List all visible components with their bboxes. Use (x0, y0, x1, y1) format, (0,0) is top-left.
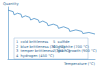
svg-text:7 grain growth (900 °C): 7 grain growth (900 °C) (53, 49, 97, 53)
svg-text:Quantity: Quantity (3, 2, 19, 6)
svg-text:3 temper brittleness (350 °C): 3 temper brittleness (350 °C) (16, 49, 71, 54)
svg-text:5 sulfide: 5 sulfide (53, 40, 70, 44)
svg-text:6 graphite (700 °C): 6 graphite (700 °C) (53, 45, 90, 49)
svg-text:Temperature (°C): Temperature (°C) (63, 62, 96, 66)
svg-text:2 blue brittleness (300 °C): 2 blue brittleness (300 °C) (16, 44, 65, 49)
svg-text:1 cold brittleness: 1 cold brittleness (16, 40, 48, 44)
svg-text:4 hydrogen (450 °C): 4 hydrogen (450 °C) (16, 54, 54, 58)
